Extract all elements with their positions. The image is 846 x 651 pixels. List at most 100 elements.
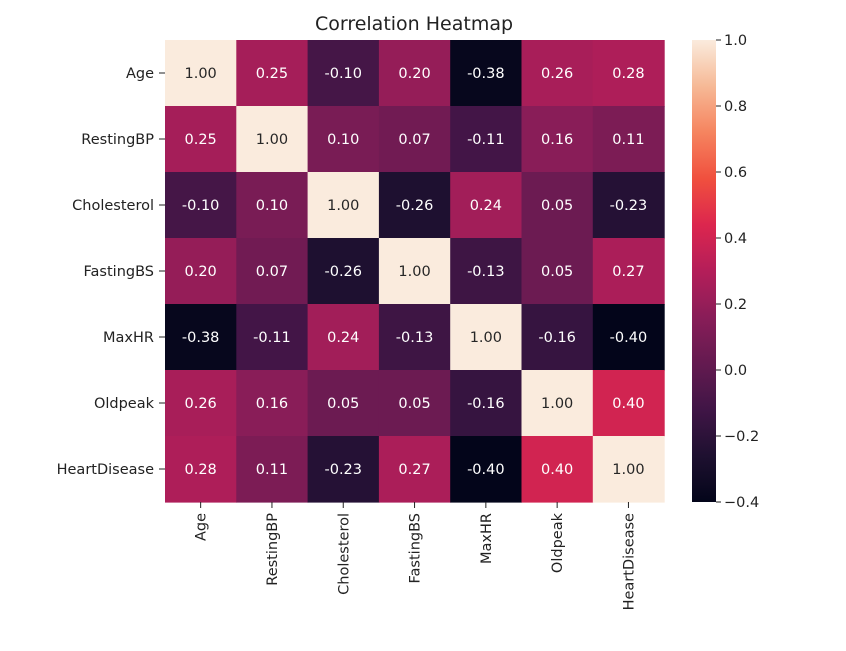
cell-annotation: 0.24 bbox=[470, 198, 502, 214]
cell-annotation: 0.16 bbox=[541, 132, 573, 148]
cell-annotation: 0.05 bbox=[541, 198, 573, 214]
cell-annotation: -0.40 bbox=[610, 330, 648, 346]
cell-annotation: 1.00 bbox=[256, 132, 288, 148]
y-axis: Age RestingBP Cholesterol FastingBS MaxHR Old… bbox=[57, 66, 165, 478]
heatmap-cell bbox=[165, 40, 237, 107]
heatmap-cell bbox=[236, 238, 309, 305]
cell-annotation: 0.05 bbox=[541, 264, 573, 280]
heatmap-cell bbox=[592, 304, 665, 371]
chart-title: Correlation Heatmap bbox=[315, 13, 513, 35]
heatmap-cell bbox=[378, 436, 451, 503]
heatmap-cell bbox=[165, 238, 237, 305]
cell-annotation: 1.00 bbox=[327, 198, 359, 214]
cell-annotation: 0.10 bbox=[256, 198, 288, 214]
cell-annotation: 0.07 bbox=[398, 132, 430, 148]
cell-annotation: 1.00 bbox=[470, 330, 502, 346]
heatmap-cell bbox=[378, 40, 451, 107]
cell-annotation: 0.40 bbox=[612, 396, 644, 412]
y-tick-label: FastingBS bbox=[84, 264, 154, 280]
heatmap-cell bbox=[450, 172, 523, 239]
heatmap-cell bbox=[450, 106, 523, 173]
x-tick-label: Age bbox=[194, 513, 210, 541]
colorbar-gradient bbox=[692, 40, 716, 502]
cell-annotation: 0.20 bbox=[185, 264, 217, 280]
heatmap-cell bbox=[450, 304, 523, 371]
heatmap-cell bbox=[592, 238, 665, 305]
colorbar-tick-label: 0.0 bbox=[724, 363, 747, 379]
heatmap-cell bbox=[307, 304, 380, 371]
colorbar-tick-label: 0.4 bbox=[724, 231, 747, 247]
colorbar-tick-label: 1.0 bbox=[724, 33, 747, 49]
cell-annotation: 0.28 bbox=[612, 66, 644, 82]
cell-annotation: 0.28 bbox=[185, 462, 217, 478]
cell-annotation: 0.25 bbox=[185, 132, 217, 148]
cell-annotation: -0.16 bbox=[538, 330, 576, 346]
heatmap-cell bbox=[236, 172, 309, 239]
cell-annotation: 1.00 bbox=[612, 462, 644, 478]
heatmap-cell bbox=[521, 106, 594, 173]
heatmap-cell bbox=[592, 172, 665, 239]
cell-annotation: -0.26 bbox=[324, 264, 362, 280]
x-tick-label: Cholesterol bbox=[336, 513, 352, 595]
cell-annotation: 0.25 bbox=[256, 66, 288, 82]
cell-annotation: 0.10 bbox=[327, 132, 359, 148]
cell-annotation: -0.23 bbox=[324, 462, 362, 478]
heatmap-cell bbox=[165, 370, 237, 437]
colorbar-tick-label: −0.4 bbox=[724, 495, 759, 511]
heatmap-cell bbox=[378, 304, 451, 371]
x-axis: Age RestingBP Cholesterol FastingBS MaxHR Old… bbox=[194, 502, 637, 610]
cell-annotation: 0.05 bbox=[327, 396, 359, 412]
cell-annotation: -0.13 bbox=[467, 264, 505, 280]
heatmap-cell bbox=[521, 370, 594, 437]
cell-annotation: -0.11 bbox=[253, 330, 291, 346]
cell-annotation: 0.40 bbox=[541, 462, 573, 478]
colorbar: −0.4 −0.2 0.0 0.2 0.4 0.6 0.8 1.0 bbox=[692, 33, 759, 511]
heatmap-cell bbox=[236, 106, 309, 173]
heatmap-cell bbox=[307, 436, 380, 503]
heatmap-cell bbox=[307, 106, 380, 173]
x-tick-label: MaxHR bbox=[479, 513, 495, 564]
heatmap-cell bbox=[450, 436, 523, 503]
cell-annotation: -0.11 bbox=[467, 132, 505, 148]
heatmap-cell bbox=[592, 436, 665, 503]
cell-annotation: 0.26 bbox=[541, 66, 573, 82]
x-tick-label: Oldpeak bbox=[550, 512, 566, 573]
heatmap-cell bbox=[521, 436, 594, 503]
heatmap-cell bbox=[378, 172, 451, 239]
y-tick-label: RestingBP bbox=[81, 132, 154, 148]
heatmap-cell bbox=[165, 106, 237, 173]
cell-annotation: 0.24 bbox=[327, 330, 359, 346]
cell-annotation: -0.23 bbox=[610, 198, 648, 214]
cell-annotations: 1.00 0.25 -0.10 0.20 -0.38 0.26 0.28 0.25 1.00 0.… bbox=[182, 66, 647, 478]
cell-annotation: -0.40 bbox=[467, 462, 505, 478]
cell-annotation: 0.16 bbox=[256, 396, 288, 412]
colorbar-tick-label: 0.8 bbox=[724, 99, 747, 115]
heatmap-cell bbox=[521, 172, 594, 239]
cell-annotation: 0.27 bbox=[398, 462, 430, 478]
y-tick-label: Cholesterol bbox=[72, 198, 154, 214]
heatmap-cell bbox=[592, 40, 665, 107]
cell-annotation: -0.16 bbox=[467, 396, 505, 412]
cell-annotation: 0.26 bbox=[185, 396, 217, 412]
heatmap-cell bbox=[521, 40, 594, 107]
heatmap-cell bbox=[521, 238, 594, 305]
heatmap-cell bbox=[307, 370, 380, 437]
cell-annotation: 0.20 bbox=[398, 66, 430, 82]
cell-annotation: 0.07 bbox=[256, 264, 288, 280]
cell-annotation: 0.11 bbox=[256, 462, 288, 478]
heatmap-cell bbox=[307, 172, 380, 239]
heatmap-cell bbox=[236, 436, 309, 503]
cell-annotation: 1.00 bbox=[541, 396, 573, 412]
cell-annotation: 0.05 bbox=[398, 396, 430, 412]
colorbar-tick-label: 0.6 bbox=[724, 165, 747, 181]
cell-annotation: -0.10 bbox=[324, 66, 362, 82]
cell-annotation: 0.11 bbox=[612, 132, 644, 148]
cell-annotation: -0.13 bbox=[396, 330, 434, 346]
heatmap-cell bbox=[236, 370, 309, 437]
cell-annotation: 1.00 bbox=[398, 264, 430, 280]
colorbar-tick-label: −0.2 bbox=[724, 429, 759, 445]
y-tick-label: Oldpeak bbox=[94, 396, 155, 412]
cell-annotation: -0.26 bbox=[396, 198, 434, 214]
cell-annotation: 0.27 bbox=[612, 264, 644, 280]
x-tick-label: HeartDisease bbox=[621, 513, 637, 610]
